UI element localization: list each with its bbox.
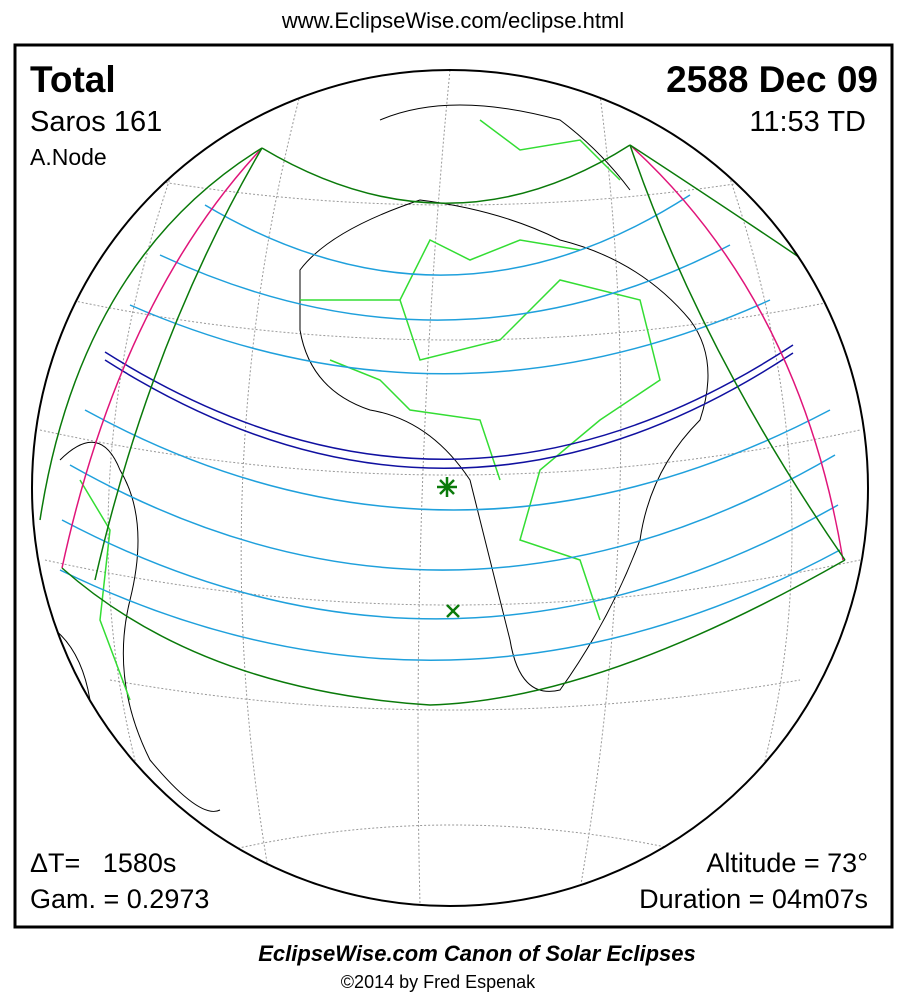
node: A.Node [30,144,107,170]
saros: Saros 161 [30,106,162,138]
gamma: Gam. = 0.2973 [30,884,209,914]
footer-title: EclipseWise.com Canon of Solar Eclipses [258,941,696,966]
eclipse-type: Total [30,59,116,100]
date: 2588 Dec 09 [666,59,878,100]
delta-t: ΔT= 1580s [30,848,176,878]
globe-outline [31,69,869,907]
credit: ©2014 by Fred Espenak [341,972,536,992]
duration: Duration = 04m07s [639,884,868,914]
altitude: Altitude = 73° [706,848,868,878]
greatest-eclipse [437,477,460,618]
url: www.EclipseWise.com/eclipse.html [281,8,624,33]
time: 11:53 TD [749,106,866,138]
